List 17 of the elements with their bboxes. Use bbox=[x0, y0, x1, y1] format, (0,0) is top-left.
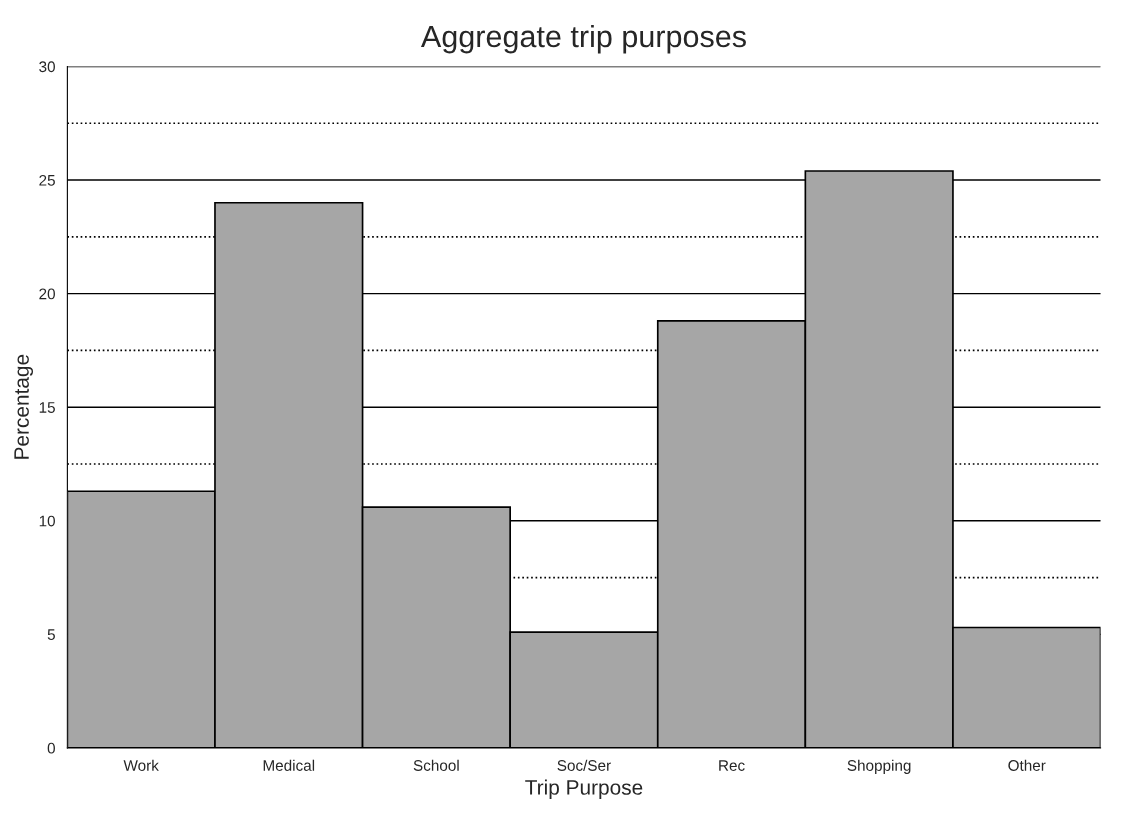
y-axis-title: Percentage bbox=[14, 354, 34, 459]
x-axis-title: Trip Purpose bbox=[525, 779, 643, 799]
y-tick-label: 0 bbox=[47, 742, 55, 754]
x-tick-label: Medical bbox=[263, 759, 315, 771]
x-tick-label: Rec bbox=[719, 760, 745, 771]
y-tick-label: 30 bbox=[39, 61, 55, 73]
y-tick-label: 10 bbox=[39, 515, 55, 527]
x-tick-label: Shopping bbox=[847, 759, 911, 774]
x-tick-label: School bbox=[413, 759, 459, 771]
y-tick-label: 15 bbox=[39, 402, 55, 413]
x-tick-label: Other bbox=[1008, 759, 1046, 771]
y-tick-label: 5 bbox=[47, 629, 55, 641]
x-tick-label: Work bbox=[123, 759, 159, 771]
y-tick-label: 20 bbox=[39, 288, 55, 300]
chart-title: Aggregate trip purposes bbox=[420, 24, 746, 54]
y-tick-label: 25 bbox=[39, 174, 55, 186]
x-tick-label: Soc/Ser bbox=[557, 759, 611, 771]
